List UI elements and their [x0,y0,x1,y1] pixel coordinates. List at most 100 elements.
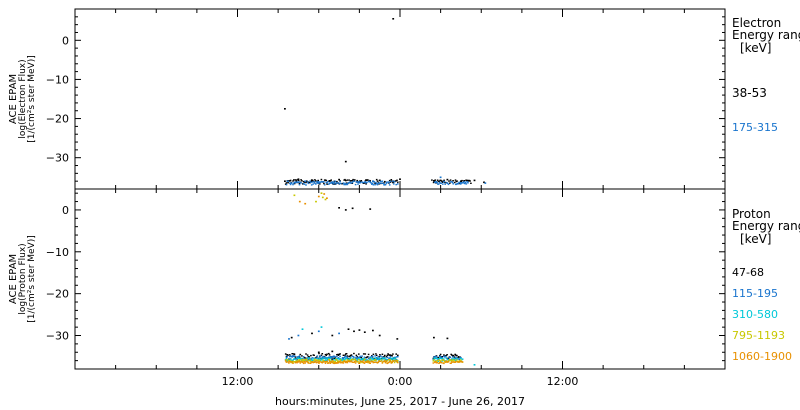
data-point [306,181,309,183]
data-point [384,357,386,359]
data-point [293,179,295,181]
data-point [436,357,439,360]
data-point [309,359,311,361]
data-point [372,180,374,182]
data-point [284,180,286,182]
data-point [384,180,386,183]
data-point [306,361,309,363]
data-point [379,358,381,360]
data-point [351,207,354,210]
data-point [456,357,459,360]
data-point [295,358,298,360]
data-point [289,183,292,186]
data-point [442,358,444,360]
legend-entry: 115-195 [732,287,778,300]
data-point [288,362,290,364]
data-point [339,360,341,362]
data-point [397,354,399,356]
data-point [439,357,441,359]
data-point [289,355,292,357]
data-point [337,357,340,359]
data-point [343,183,345,186]
data-point [301,355,303,357]
data-point [310,184,313,186]
data-point [320,326,323,328]
data-point [435,356,438,358]
data-point [445,354,448,357]
data-point [332,355,335,357]
data-point [454,353,456,356]
data-point [336,182,339,184]
data-point [359,355,362,357]
data-point [366,360,368,362]
data-point [338,332,340,335]
data-point [343,357,345,359]
data-point [364,181,367,183]
data-point [367,357,370,360]
data-point [392,353,394,355]
data-point [328,182,331,184]
data-point [317,195,320,198]
data-point [296,362,298,364]
data-point [372,358,375,361]
data-point [331,350,334,353]
data-point [358,358,360,360]
data-point [326,353,328,355]
data-point [368,360,371,363]
data-point [461,179,463,182]
data-point [345,355,347,357]
data-point [361,361,363,363]
data-point [395,183,397,186]
data-point [370,357,372,359]
data-point [304,180,307,182]
data-point [313,181,315,183]
data-point [367,361,370,363]
data-point [355,360,358,362]
data-point [397,359,399,362]
data-point [397,361,399,364]
data-point [324,179,327,182]
data-point [291,356,293,358]
data-point [284,108,286,110]
data-point [318,352,320,355]
data-point [297,178,300,180]
data-point [344,182,346,185]
data-point [307,362,310,364]
data-point [386,354,389,357]
data-point [328,360,331,362]
data-point [461,358,464,360]
data-point [365,182,367,184]
data-point [296,179,298,181]
data-point [334,360,337,363]
data-point [337,362,340,364]
data-point [319,357,321,359]
data-point [369,208,372,210]
data-point [385,360,388,362]
data-point [321,353,324,355]
data-point [314,179,316,181]
data-point [292,362,294,364]
data-point [397,183,399,185]
data-point [332,360,334,362]
data-point [321,358,324,360]
data-point [391,180,393,182]
data-point [322,361,324,363]
data-point [336,353,339,356]
data-point [293,181,296,183]
data-point [314,182,316,184]
data-point [317,179,319,182]
data-point [473,179,476,182]
data-point [444,183,446,185]
data-point [317,182,320,184]
data-point [302,180,305,183]
data-point [345,353,348,355]
data-point [350,354,353,356]
data-point [357,360,359,363]
data-point [362,181,364,184]
data-point [436,362,439,364]
data-point [292,183,294,186]
data-point [342,182,345,184]
data-point [327,362,329,364]
data-point [389,359,392,361]
